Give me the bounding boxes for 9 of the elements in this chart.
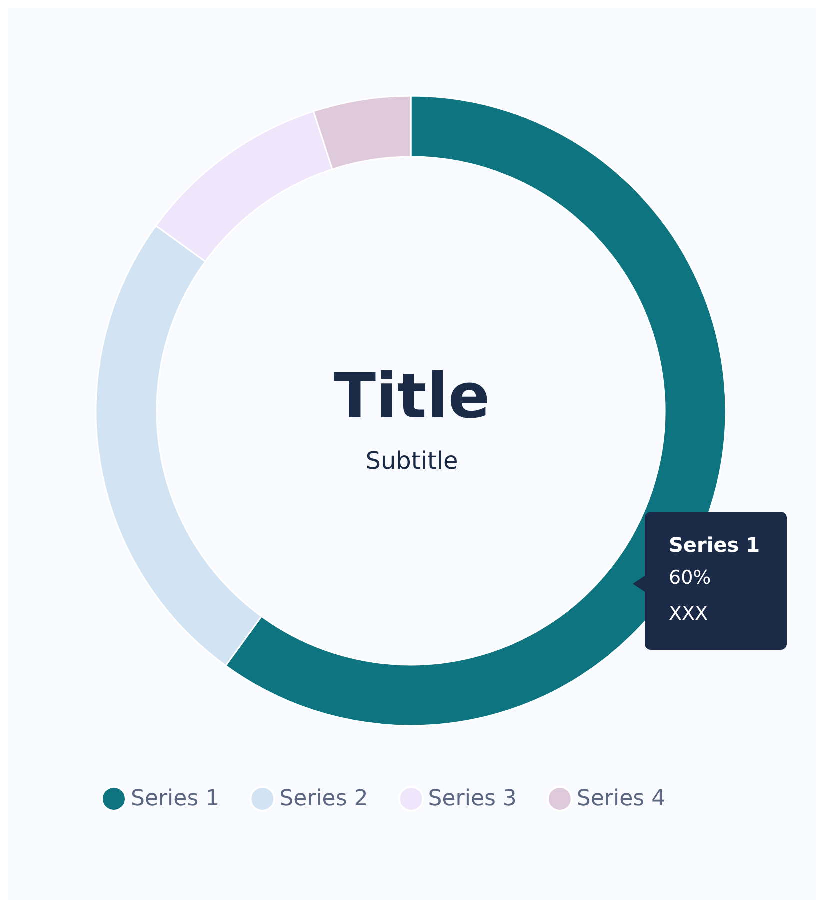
tooltip: Series 1 60% XXX: [633, 512, 787, 650]
text: Subtitle: [366, 447, 458, 475]
legend-label: Series 2: [280, 786, 368, 812]
legend-label: Series 4: [576, 786, 666, 812]
slice-label: Series 1: [669, 532, 762, 559]
data-label: 60%: [669, 566, 712, 591]
legend-label: Series 1: [131, 786, 220, 812]
text: Title: [334, 360, 490, 432]
legend-label: Series 3: [428, 786, 517, 812]
